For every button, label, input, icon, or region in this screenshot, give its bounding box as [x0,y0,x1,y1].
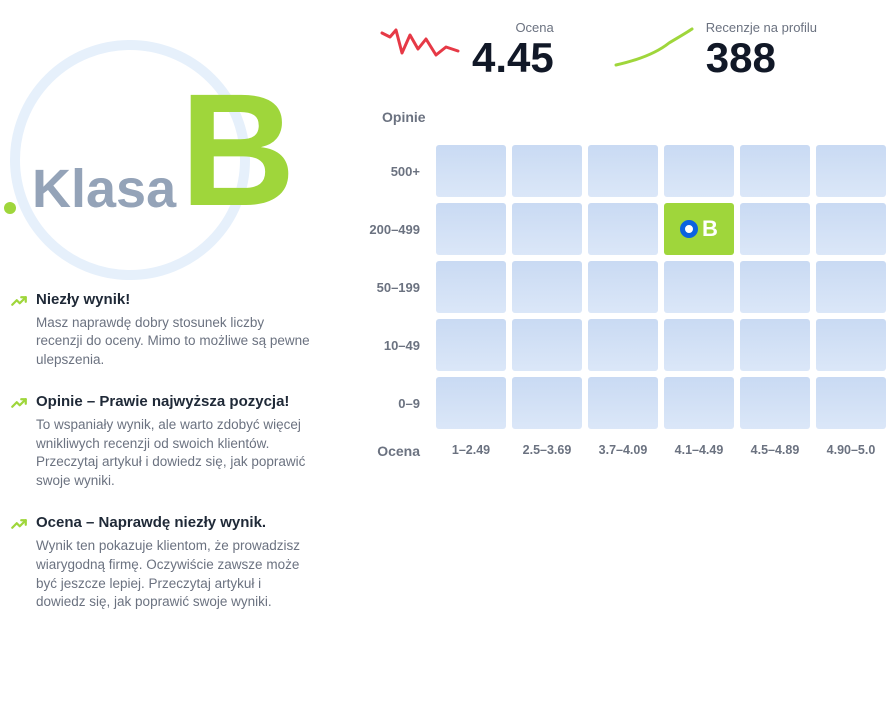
trend-up-icon [10,290,36,370]
stat-rating: Ocena 4.45 [380,20,554,79]
right-column: Ocena 4.45 Recenzje na profilu 388 Opini… [330,20,886,634]
matrix-row: 0–9 [340,377,886,429]
tip-title: Opinie – Prawie najwyższa pozycja! [36,392,310,412]
left-column: Klasa B Niezły wynik! Masz naprawdę dobr… [10,20,330,634]
matrix-row-label: 10–49 [340,338,430,353]
matrix-cell [588,319,658,371]
matrix-cell [740,377,810,429]
matrix-row: 500+ [340,145,886,197]
matrix-cell [512,203,582,255]
matrix-cell [740,261,810,313]
stats-row: Ocena 4.45 Recenzje na profilu 388 [340,20,886,79]
matrix-row-label: 200–499 [340,222,430,237]
stat-reviews-value: 388 [706,37,817,79]
matrix-cell [664,145,734,197]
trend-up-icon [10,513,36,612]
matrix-col-label: 4.90–5.0 [816,443,886,459]
matrix-col-label: 4.5–4.89 [740,443,810,459]
matrix-cell [588,377,658,429]
matrix-cell [512,319,582,371]
matrix-cell [816,319,886,371]
matrix-col-label: 1–2.49 [436,443,506,459]
matrix-row-label: 0–9 [340,396,430,411]
tip-body: Masz naprawdę dobry stosunek liczby rece… [36,314,310,371]
matrix-row: 200–499 B [340,203,886,255]
grade-label: Klasa [32,158,176,220]
matrix-cell [436,261,506,313]
matrix-col-label: 2.5–3.69 [512,443,582,459]
matrix-row-label: 500+ [340,164,430,179]
matrix-row-label: 50–199 [340,280,430,295]
tip-body: Wynik ten pokazuje klientom, że prowadzi… [36,537,310,613]
trend-up-icon [10,392,36,491]
matrix-x-axis: Ocena 1–2.49 2.5–3.69 3.7–4.09 4.1–4.49 4.5–… [340,443,886,459]
matrix-row: 50–199 [340,261,886,313]
matrix-cell [816,261,886,313]
matrix-marker-icon [680,220,698,238]
grade-letter: B [180,70,296,230]
matrix-cell [740,145,810,197]
matrix-cell [588,261,658,313]
matrix-cell [740,203,810,255]
matrix-cell [588,145,658,197]
reviews-sparkline-icon [614,25,694,75]
matrix-cell: B [664,203,734,255]
matrix-cell [740,319,810,371]
matrix-grid: 500+ 200–499 B 50–199 10–49 0–9 [340,145,886,429]
stat-reviews: Recenzje na profilu 388 [614,20,817,79]
tip-item: Ocena – Naprawdę niezły wynik. Wynik ten… [10,513,310,612]
matrix-cell [664,319,734,371]
matrix-cell [816,145,886,197]
matrix-cell [436,203,506,255]
tip-item: Opinie – Prawie najwyższa pozycja! To ws… [10,392,310,491]
tip-body: To wspaniały wynik, ale warto zdobyć wię… [36,416,310,492]
matrix-x-title: Ocena [340,443,430,459]
stat-rating-label: Ocena [472,20,554,35]
matrix-col-label: 4.1–4.49 [664,443,734,459]
tip-title: Niezły wynik! [36,290,310,310]
matrix-cell [512,377,582,429]
grade-progress-dot [4,202,16,214]
matrix-col-label: 3.7–4.09 [588,443,658,459]
matrix-y-title: Opinie [340,109,886,125]
rating-sparkline-icon [380,25,460,75]
matrix-cell [664,377,734,429]
matrix-row: 10–49 [340,319,886,371]
tips-list: Niezły wynik! Masz naprawdę dobry stosun… [10,290,310,612]
matrix-cell [816,203,886,255]
tip-title: Ocena – Naprawdę niezły wynik. [36,513,310,533]
matrix-cell [436,319,506,371]
matrix-cell [664,261,734,313]
matrix-cell [436,145,506,197]
stat-reviews-label: Recenzje na profilu [706,20,817,35]
matrix-cell [588,203,658,255]
matrix-cell [512,145,582,197]
matrix-cell [512,261,582,313]
tip-item: Niezły wynik! Masz naprawdę dobry stosun… [10,290,310,370]
stat-rating-value: 4.45 [472,37,554,79]
matrix-cell [816,377,886,429]
matrix-marker-letter: B [702,216,718,242]
matrix-chart: Opinie 500+ 200–499 B 50–199 10–49 0–9 Ocena … [340,109,886,459]
grade-badge: Klasa B [10,20,290,270]
matrix-cell [436,377,506,429]
